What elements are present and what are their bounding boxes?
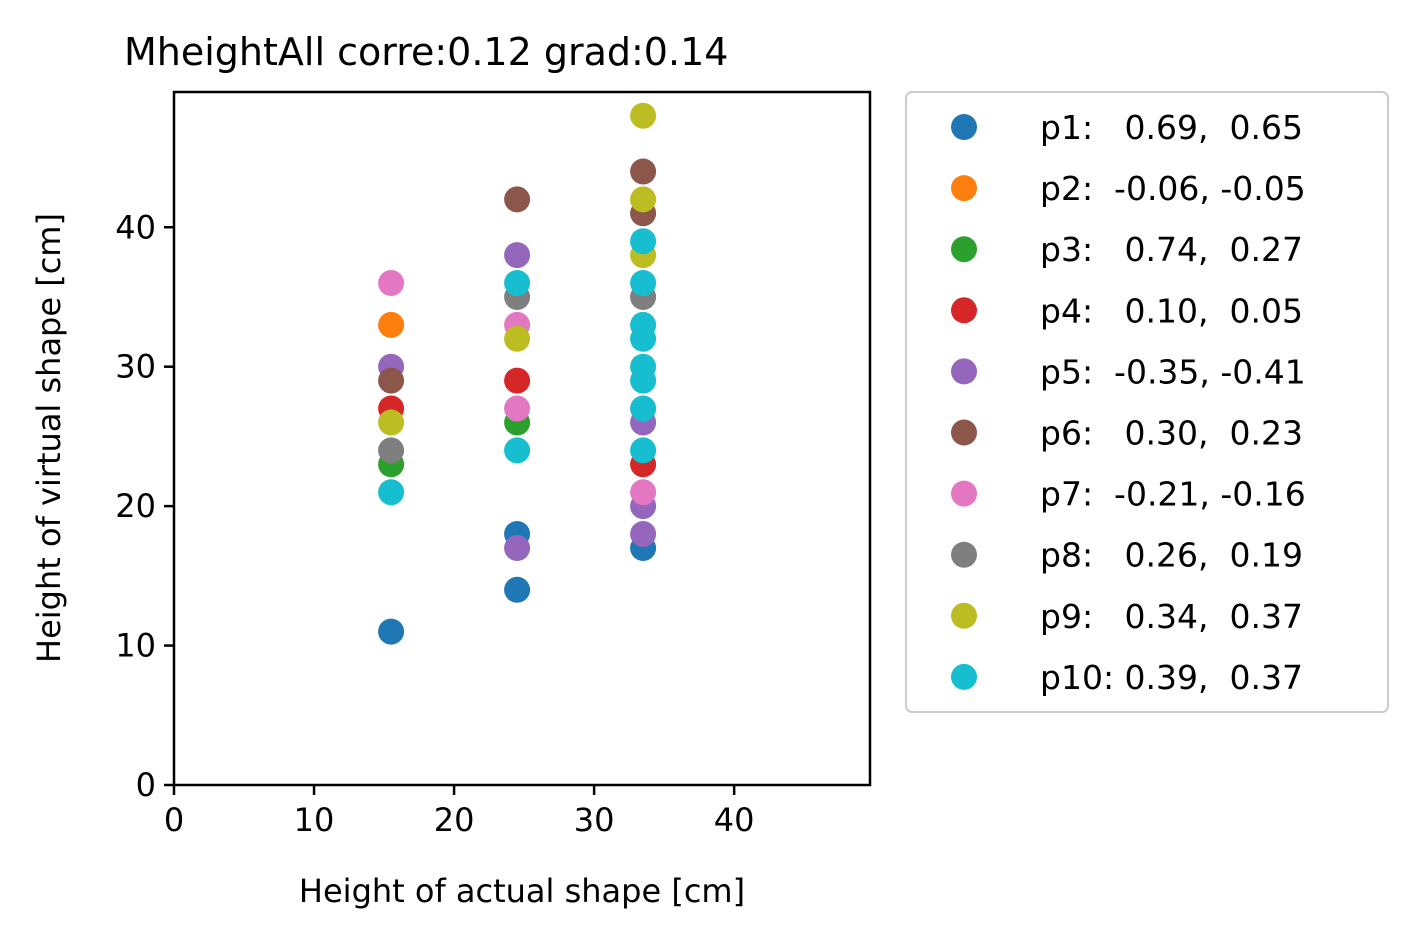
- legend-marker: [951, 236, 977, 263]
- point-p5-3: [504, 535, 531, 561]
- series-10: [378, 228, 657, 506]
- point-p9-4: [630, 186, 657, 213]
- y-axis-label: Height of virtual shape [cm]: [30, 213, 68, 663]
- point-p10-11: [630, 437, 657, 464]
- point-p10-7: [630, 325, 657, 352]
- point-p5-6: [630, 521, 657, 547]
- legend-label: p4: 0.10, 0.05: [1040, 291, 1303, 330]
- point-p10-1: [378, 479, 405, 506]
- point-p1-3: [504, 576, 531, 603]
- legend-marker: [951, 602, 977, 629]
- point-p2-1: [378, 311, 405, 338]
- legend-marker: [951, 297, 977, 324]
- point-p10-3: [504, 437, 531, 464]
- legend-label: p9: 0.34, 0.37: [1040, 597, 1303, 636]
- series-2: [378, 311, 405, 338]
- x-axis-ticks: 0 10 20 30 40: [164, 785, 755, 839]
- x-tick-label: 0: [164, 801, 184, 839]
- axes-box: [172, 90, 872, 787]
- legend-label: p5: -0.35, -0.41: [1040, 352, 1306, 391]
- y-tick-label: 20: [115, 487, 156, 525]
- point-p7-3: [504, 395, 531, 422]
- legend-marker: [951, 419, 977, 446]
- point-p10-4: [630, 228, 657, 255]
- x-tick-label: 10: [294, 801, 335, 839]
- legend-marker: [951, 175, 977, 202]
- point-p8-1: [378, 437, 405, 464]
- point-p10-9: [630, 367, 657, 394]
- axes-frame: [172, 90, 872, 787]
- legend-item-p3: p3: 0.74, 0.27: [951, 230, 1303, 269]
- legend-label: p10: 0.39, 0.37: [1040, 658, 1303, 697]
- point-p1-1: [378, 618, 405, 645]
- x-tick-label: 30: [574, 801, 615, 839]
- legend-marker: [951, 114, 977, 140]
- point-p5-2: [504, 242, 531, 269]
- chart-title: MheightAll corre:0.12 grad:0.14: [124, 30, 728, 74]
- point-p10-5: [630, 270, 657, 296]
- point-p9-1: [378, 409, 405, 436]
- legend-item-p6: p6: 0.30, 0.23: [951, 414, 1303, 453]
- point-p6-2: [504, 186, 531, 213]
- legend-item-p9: p9: 0.34, 0.37: [951, 597, 1303, 636]
- legend-item-p2: p2: -0.06, -0.05: [951, 169, 1306, 208]
- legend-item-p8: p8: 0.26, 0.19: [951, 536, 1303, 575]
- legend: p1: 0.69, 0.65 p2: -0.06, -0.05 p3: 0.74, …: [905, 91, 1389, 713]
- y-axis-ticks: 0 10 20 30 40: [115, 208, 174, 804]
- point-p7-1: [378, 270, 405, 296]
- point-p6-3: [630, 158, 657, 185]
- point-p10-10: [630, 395, 657, 422]
- point-p9-3: [630, 102, 657, 129]
- legend-frame: [905, 91, 1389, 713]
- point-p6-1: [378, 367, 405, 394]
- point-p4-2: [504, 367, 531, 394]
- y-tick-label: 10: [115, 627, 156, 665]
- point-p10-2: [504, 270, 531, 296]
- legend-marker: [951, 663, 977, 690]
- x-tick-label: 20: [434, 801, 475, 839]
- legend-item-p1: p1: 0.69, 0.65: [951, 108, 1303, 147]
- legend-label: p6: 0.30, 0.23: [1040, 414, 1303, 453]
- x-tick-label: 40: [714, 801, 755, 839]
- legend-item-p4: p4: 0.10, 0.05: [951, 291, 1303, 330]
- legend-item-p7: p7: -0.21, -0.16: [951, 475, 1306, 514]
- legend-item-p10: p10: 0.39, 0.37: [951, 658, 1303, 697]
- legend-label: p2: -0.06, -0.05: [1040, 169, 1306, 208]
- legend-label: p1: 0.69, 0.65: [1040, 108, 1303, 147]
- y-tick-label: 30: [115, 348, 156, 386]
- y-tick-label: 0: [136, 766, 156, 804]
- point-p7-4: [630, 479, 657, 506]
- data-points: [378, 102, 657, 645]
- y-tick-label: 40: [115, 208, 156, 246]
- legend-label: p7: -0.21, -0.16: [1040, 475, 1306, 514]
- legend-marker: [951, 358, 977, 385]
- x-axis-label: Height of actual shape [cm]: [299, 872, 745, 910]
- legend-marker: [951, 541, 977, 568]
- point-p9-2: [504, 325, 531, 352]
- legend-label: p3: 0.74, 0.27: [1040, 230, 1303, 269]
- legend-item-p5: p5: -0.35, -0.41: [951, 352, 1306, 391]
- legend-marker: [951, 480, 977, 507]
- legend-label: p8: 0.26, 0.19: [1040, 536, 1303, 575]
